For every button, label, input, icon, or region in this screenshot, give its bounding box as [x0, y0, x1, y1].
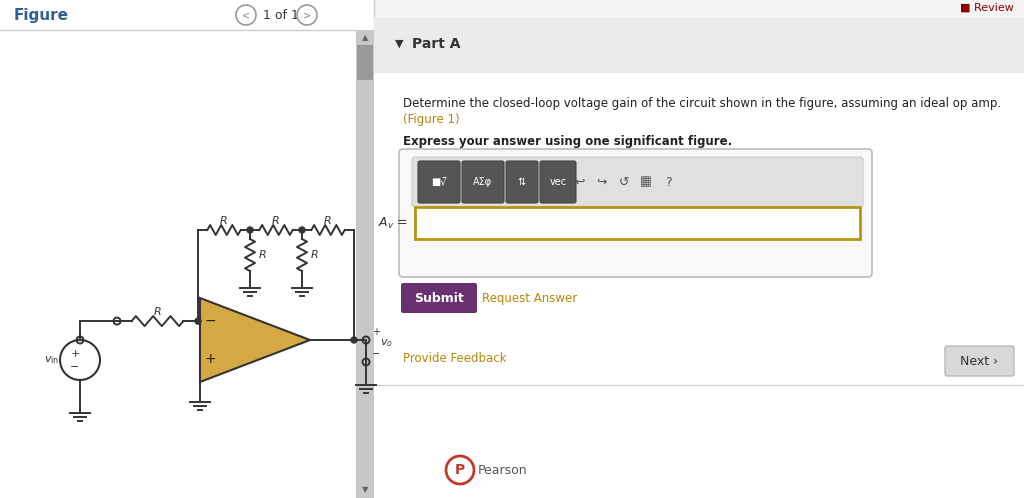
- Text: R: R: [272, 216, 280, 226]
- Text: ▲: ▲: [361, 33, 369, 42]
- Text: vec: vec: [550, 177, 566, 187]
- Text: ↺: ↺: [618, 175, 630, 189]
- Text: ΑΣφ: ΑΣφ: [473, 177, 493, 187]
- Text: ■ Review: ■ Review: [961, 3, 1014, 13]
- Text: Determine the closed-loop voltage gain of the circuit shown in the figure, assum: Determine the closed-loop voltage gain o…: [403, 97, 1001, 110]
- Text: $v_o$: $v_o$: [380, 337, 393, 349]
- FancyBboxPatch shape: [412, 157, 863, 207]
- Text: Pearson: Pearson: [478, 464, 527, 477]
- Text: Part A: Part A: [412, 37, 461, 51]
- FancyBboxPatch shape: [462, 161, 504, 203]
- Text: +: +: [372, 327, 380, 337]
- Text: R: R: [220, 216, 228, 226]
- Text: Submit: Submit: [414, 291, 464, 304]
- FancyBboxPatch shape: [945, 346, 1014, 376]
- Text: ▦: ▦: [640, 175, 652, 189]
- Text: ▼: ▼: [361, 486, 369, 495]
- FancyBboxPatch shape: [357, 45, 373, 80]
- FancyBboxPatch shape: [418, 161, 460, 203]
- Text: ↩: ↩: [574, 175, 586, 189]
- FancyBboxPatch shape: [415, 207, 860, 239]
- Text: ↪: ↪: [597, 175, 607, 189]
- FancyBboxPatch shape: [0, 0, 374, 498]
- FancyBboxPatch shape: [374, 73, 1024, 498]
- Text: R: R: [325, 216, 332, 226]
- Text: ▼: ▼: [395, 39, 403, 49]
- Text: P: P: [455, 463, 465, 477]
- Circle shape: [195, 318, 201, 324]
- Text: −: −: [71, 362, 80, 372]
- Text: $A_v$ =: $A_v$ =: [378, 216, 408, 231]
- Circle shape: [299, 227, 305, 233]
- Text: Express your answer using one significant figure.: Express your answer using one significan…: [403, 135, 732, 148]
- Text: R: R: [311, 250, 318, 260]
- Text: Provide Feedback: Provide Feedback: [403, 352, 507, 365]
- Text: R: R: [259, 250, 267, 260]
- Text: R: R: [154, 307, 162, 317]
- Text: ?: ?: [665, 175, 672, 189]
- Text: −: −: [372, 349, 380, 359]
- Polygon shape: [200, 298, 310, 382]
- Text: 1 of 1: 1 of 1: [263, 8, 299, 21]
- Text: Figure: Figure: [14, 7, 69, 22]
- FancyBboxPatch shape: [356, 30, 374, 498]
- Text: +: +: [71, 349, 80, 359]
- Text: >: >: [303, 10, 311, 20]
- FancyBboxPatch shape: [374, 18, 1024, 73]
- Circle shape: [351, 337, 357, 343]
- Text: ■√̄: ■√̄: [431, 177, 446, 187]
- Text: ⇅: ⇅: [518, 177, 526, 187]
- Text: $v_{\rm in}$: $v_{\rm in}$: [44, 354, 59, 366]
- Text: −: −: [204, 314, 216, 328]
- Text: +: +: [204, 352, 216, 366]
- Text: (Figure 1): (Figure 1): [403, 113, 460, 126]
- Circle shape: [247, 227, 253, 233]
- FancyBboxPatch shape: [506, 161, 538, 203]
- Text: Next ›: Next ›: [959, 355, 998, 368]
- FancyBboxPatch shape: [0, 0, 374, 30]
- FancyBboxPatch shape: [374, 0, 1024, 498]
- Text: <: <: [242, 10, 250, 20]
- FancyBboxPatch shape: [540, 161, 575, 203]
- FancyBboxPatch shape: [399, 149, 872, 277]
- Text: Request Answer: Request Answer: [482, 291, 578, 304]
- FancyBboxPatch shape: [401, 283, 477, 313]
